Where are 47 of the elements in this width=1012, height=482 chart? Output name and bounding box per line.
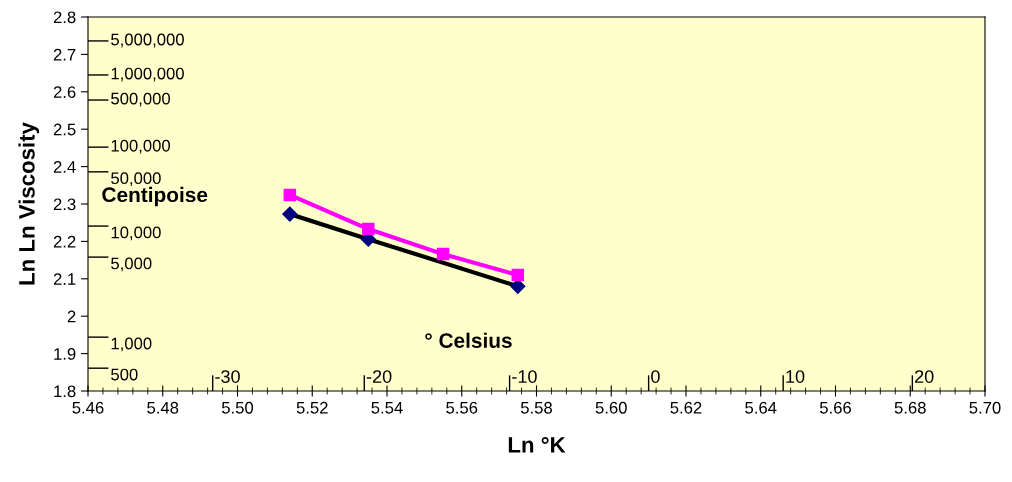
y-tick-label: 2.3: [53, 198, 76, 211]
y-tick-label: 2.6: [53, 86, 76, 98]
x-tick-label: 5.66: [819, 401, 851, 414]
x-tick-label: 5.62: [670, 401, 702, 414]
x-tick-label: 5.64: [745, 401, 777, 414]
annotation: 1,000,000: [111, 67, 184, 82]
annotation: 1,000: [111, 337, 152, 352]
point: [511, 268, 525, 282]
annotation: 0: [651, 370, 660, 383]
annotation: ° Celsius: [425, 332, 512, 348]
x-tick-label: 5.58: [520, 401, 552, 414]
annotation: -20: [366, 370, 392, 383]
annotation: 500: [111, 368, 138, 381]
y-tick-label: 2: [67, 310, 76, 323]
y-tick-label: 2.1: [53, 273, 76, 285]
x-tick-label: 5.56: [446, 401, 478, 414]
point: [436, 247, 450, 261]
y-tick-label: 2.8: [53, 11, 76, 24]
y-tick-label: 2.2: [53, 235, 76, 248]
annotation: 100,000: [111, 139, 171, 154]
x-tick-label: 5.52: [296, 401, 328, 414]
x-tick-label: 5.70: [969, 401, 1001, 414]
y-tick-label: 2.7: [53, 48, 76, 61]
x-tick-label: 5.46: [72, 401, 104, 414]
x-tick-label: 5.68: [894, 401, 926, 414]
annotation: -10: [512, 370, 537, 383]
x-tick-label: 5.48: [147, 401, 179, 414]
x-tick-label: 5.54: [371, 402, 403, 414]
x-tick-label: 5.60: [595, 401, 627, 414]
point: [362, 222, 375, 236]
annotation: 10: [786, 370, 805, 383]
y-tick-label: 2.4: [53, 161, 76, 173]
annotation: Centipoise: [102, 186, 208, 207]
y-tick-label: 1.9: [54, 348, 76, 360]
annotation: 20: [915, 370, 934, 383]
annotation: 10,000: [111, 226, 161, 241]
x-axis-title: Ln °K: [508, 437, 566, 453]
y-tick-label: 2.5: [53, 123, 76, 136]
annotation: 50,000: [111, 172, 161, 187]
point: [283, 188, 297, 202]
y-tick-label: 1.8: [54, 385, 76, 398]
x-tick-label: 5.50: [221, 401, 254, 414]
annotation: 5,000,000: [111, 33, 184, 48]
annotation: 5,000: [111, 257, 152, 272]
annotation: 500,000: [111, 92, 171, 107]
y-axis-title: Ln Ln Viscosity: [18, 122, 40, 285]
annotation: -30: [215, 370, 240, 383]
